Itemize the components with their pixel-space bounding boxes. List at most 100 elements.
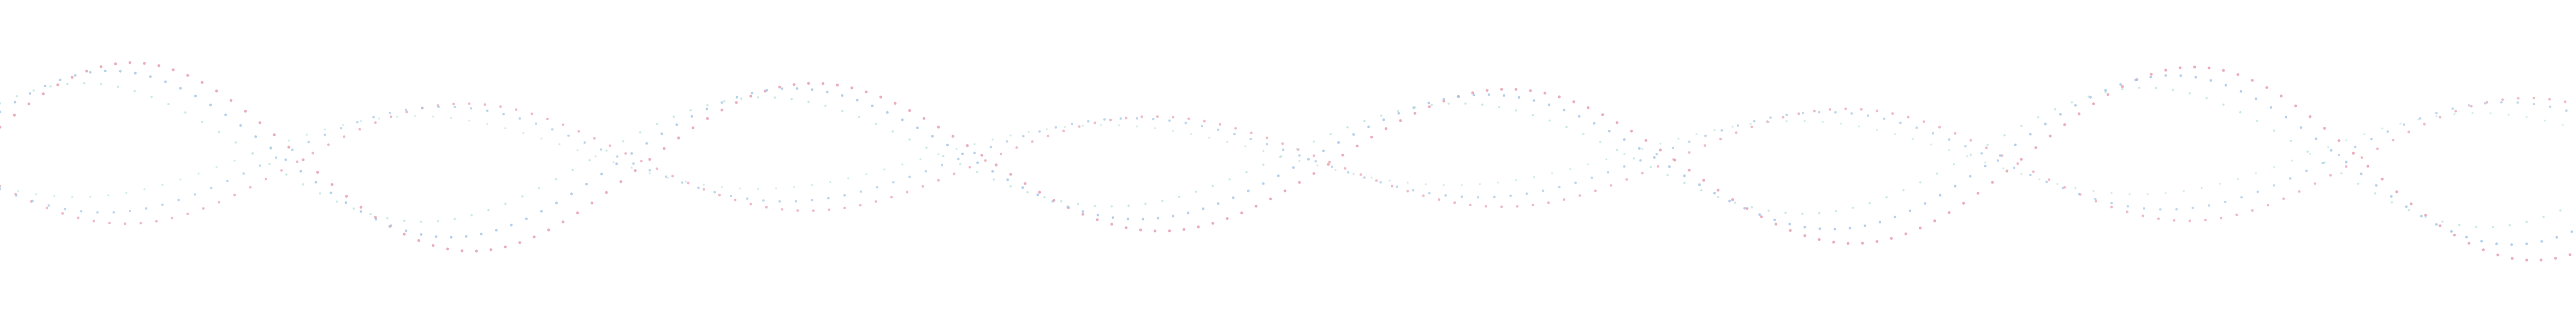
- dotted-wave-strand-blue-dot: [1111, 216, 1115, 219]
- dotted-wave-strand-pink-dot: [2482, 248, 2485, 251]
- dotted-wave-strand-pink-dot: [2380, 177, 2384, 181]
- dotted-wave-strand-pink-dot: [1514, 88, 1518, 91]
- dotted-wave-strand-blue-dot: [1998, 154, 2002, 157]
- dotted-wave-strand-blue-dot: [2322, 162, 2324, 165]
- dotted-wave-strand-pink-dot: [639, 159, 643, 163]
- dotted-wave-strand-blue-dot: [665, 175, 667, 178]
- dotted-wave-strand-pink-dot: [489, 248, 493, 251]
- dotted-wave-strand-pink-dot: [1734, 131, 1738, 134]
- dotted-wave-strand-teal-dot: [143, 188, 146, 191]
- dotted-wave-strand-blue-dot: [2143, 207, 2145, 210]
- dotted-wave-strand-pink-dot: [733, 198, 737, 201]
- dotted-wave-strand-teal-dot: [1370, 176, 1373, 179]
- dotted-wave-strand-teal-dot: [1616, 148, 1618, 151]
- dotted-wave-strand-blue-dot: [2510, 243, 2513, 246]
- dotted-wave-strand-blue-dot: [149, 75, 152, 78]
- dotted-wave-strand-blue-dot: [843, 194, 846, 197]
- dotted-wave-strand-pink-dot: [951, 135, 955, 138]
- dotted-wave-strand-blue-dot: [1773, 218, 1776, 221]
- dotted-wave-strand-pink-dot: [128, 61, 132, 64]
- dotted-wave-strand-pink-dot: [1797, 112, 1801, 115]
- dotted-wave-strand-blue-dot: [103, 69, 107, 73]
- dotted-wave-strand-teal-dot: [1548, 119, 1551, 122]
- dotted-wave-strand-blue-dot: [254, 135, 257, 138]
- dotted-wave-strand-pink-dot: [1211, 222, 1215, 225]
- dotted-wave-strand-teal-dot: [1100, 124, 1102, 126]
- dotted-wave-strand-blue-dot: [1103, 118, 1106, 121]
- dotted-wave-strand-blue-dot: [1728, 200, 1731, 203]
- dotted-wave-strand-teal-dot: [342, 124, 344, 126]
- dotted-wave-strand-blue-dot: [973, 151, 976, 154]
- dotted-wave-strand-teal-dot: [841, 109, 843, 112]
- dotted-wave-strand-pink-dot: [1875, 240, 1879, 243]
- dotted-wave-strand-teal-dot: [959, 163, 961, 166]
- dotted-wave-strand-pink-dot: [1947, 211, 1951, 215]
- dotted-wave-strand-blue-dot: [242, 172, 245, 175]
- dotted-wave-strand-teal-dot: [2121, 88, 2124, 91]
- dotted-wave-strand-teal-dot: [1313, 140, 1315, 143]
- dotted-wave-strand-teal-dot: [1208, 136, 1210, 139]
- dotted-wave-strand-pink-dot: [61, 212, 64, 215]
- dotted-wave-strand-teal-dot: [2092, 190, 2095, 192]
- dotted-wave-strand-teal-dot: [1666, 174, 1669, 177]
- dotted-wave-strand-teal-dot: [16, 95, 18, 97]
- dotted-wave-strand-pink-dot: [1225, 217, 1229, 220]
- dotted-wave-strand-teal-dot: [2507, 114, 2510, 116]
- dotted-wave-strand-teal-dot: [739, 187, 741, 190]
- dotted-wave-strand-teal-dot: [1840, 123, 1842, 125]
- dotted-wave-strand-teal-dot: [572, 168, 574, 171]
- dotted-wave-strand-teal-dot: [1316, 164, 1319, 167]
- dotted-wave-strand-teal-dot: [0, 102, 1, 105]
- dotted-wave-strand-blue-dot: [746, 197, 748, 200]
- dotted-wave-strand-blue-dot: [356, 121, 359, 124]
- dotted-wave-strand-blue-dot: [1322, 149, 1325, 153]
- dotted-wave-strand-pink-dot: [858, 204, 862, 207]
- dotted-wave-strand-pink-dot: [280, 169, 283, 172]
- dotted-wave-strand-pink-dot: [952, 173, 956, 176]
- dotted-wave-strand-teal-dot: [2357, 182, 2359, 185]
- dotted-wave-strand-pink-dot: [648, 157, 652, 161]
- dotted-wave-strand-teal-dot: [233, 159, 236, 162]
- dotted-wave-strand-blue-dot: [876, 186, 878, 189]
- dotted-wave-strand-blue-dot: [1185, 121, 1187, 124]
- dotted-wave-strand-pink-dot: [1062, 129, 1065, 132]
- dotted-wave-strand-pink-dot: [1991, 181, 1994, 184]
- dotted-wave-strand-blue-dot: [1472, 93, 1476, 97]
- dotted-wave-strand-blue-dot: [1788, 222, 1792, 225]
- dotted-wave-strand-pink-dot: [2360, 156, 2364, 159]
- dotted-wave-strand-blue-dot: [2175, 208, 2178, 211]
- dotted-wave-strand-pink-dot: [402, 233, 406, 236]
- dotted-wave-strand-teal-dot: [538, 187, 540, 189]
- dotted-wave-strand-blue-dot: [1878, 221, 1882, 224]
- dotted-wave-strand-blue-dot: [1899, 121, 1902, 124]
- dotted-wave-strand-pink-dot: [720, 108, 724, 112]
- dotted-wave-strand-teal-dot: [386, 217, 389, 219]
- dotted-wave-strand-pink-dot: [2294, 104, 2297, 108]
- dotted-wave-strand-pink-dot: [2532, 97, 2536, 100]
- dotted-wave-strand-blue-dot: [275, 156, 277, 159]
- dotted-wave-strand-pink-dot: [2266, 204, 2270, 207]
- dotted-wave-strand-teal-dot: [1127, 204, 1130, 207]
- dotted-wave-strand-pink-dot: [999, 152, 1003, 156]
- dotted-wave-strand-blue-dot: [2549, 105, 2551, 108]
- dotted-wave-strand-pink-dot: [1298, 181, 1301, 184]
- dotted-wave-strand-pink-dot: [843, 206, 846, 210]
- dotted-wave-strand-blue-dot: [2359, 173, 2363, 176]
- dotted-wave-strand-blue-dot: [976, 161, 979, 164]
- dotted-wave-strand-blue-dot: [1753, 120, 1755, 123]
- dotted-wave-strand-teal-dot: [1190, 133, 1192, 135]
- dotted-wave-strand-pink-dot: [984, 159, 987, 162]
- dotted-wave-strand-teal-dot: [829, 181, 831, 183]
- dotted-wave-strand-blue-dot: [2329, 148, 2333, 152]
- dotted-wave-strand-blue-dot: [359, 210, 363, 213]
- dotted-wave-strand-teal-dot: [420, 221, 422, 223]
- dotted-wave-strand-blue-dot: [1412, 189, 1414, 192]
- dotted-wave-strand-pink-dot: [2438, 224, 2442, 227]
- dotted-wave-strand-teal-dot: [955, 148, 958, 150]
- dotted-wave-strand-pink-dot: [2110, 206, 2113, 209]
- dotted-wave-strand-blue-dot: [495, 228, 498, 232]
- dotted-wave-strand-blue-dot: [2540, 240, 2544, 243]
- dotted-wave-strand-blue-dot: [226, 180, 229, 183]
- dotted-wave-strand-blue-dot: [735, 96, 739, 99]
- dotted-wave-strand-pink-dot: [706, 117, 709, 120]
